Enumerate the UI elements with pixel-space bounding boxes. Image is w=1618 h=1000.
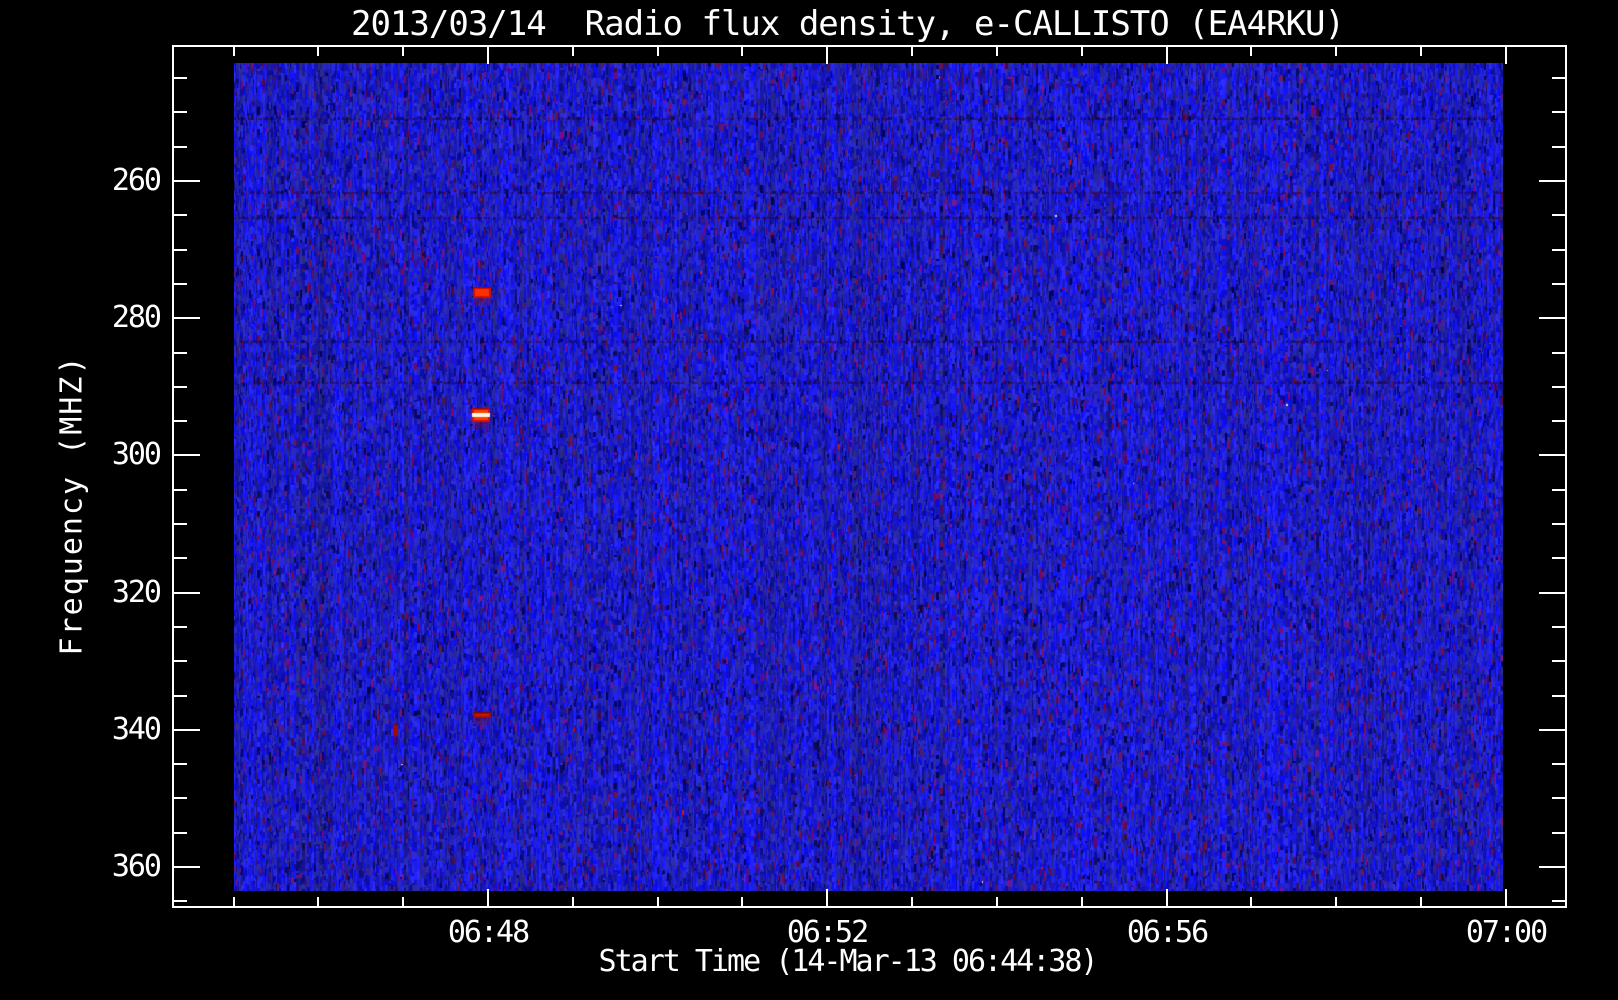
y-minor-tick xyxy=(1552,77,1565,79)
x-major-tick xyxy=(826,889,828,906)
x-major-tick xyxy=(487,889,489,906)
x-tick-label: 06:52 xyxy=(786,915,869,950)
y-major-tick xyxy=(1539,454,1565,456)
y-major-tick xyxy=(174,866,200,868)
y-major-tick xyxy=(174,180,200,182)
y-major-tick xyxy=(1539,592,1565,594)
x-major-tick xyxy=(826,47,828,64)
y-major-tick xyxy=(174,592,200,594)
y-minor-tick xyxy=(1552,420,1565,422)
x-tick-label: 07:00 xyxy=(1465,915,1548,950)
y-minor-tick xyxy=(174,797,187,799)
x-major-tick xyxy=(1505,47,1507,64)
y-tick-label: 280 xyxy=(111,300,162,335)
x-major-tick xyxy=(1505,889,1507,906)
chart-title: 2013/03/14 Radio flux density, e-CALLIST… xyxy=(351,4,1345,44)
y-minor-tick xyxy=(174,523,187,525)
x-minor-tick xyxy=(233,47,235,56)
y-major-tick xyxy=(174,454,200,456)
x-major-tick xyxy=(1166,889,1168,906)
y-minor-tick xyxy=(174,763,187,765)
x-minor-tick xyxy=(1250,47,1252,56)
plot-frame xyxy=(172,45,1567,908)
y-minor-tick xyxy=(1552,489,1565,491)
x-minor-tick xyxy=(572,897,574,906)
x-minor-tick xyxy=(657,47,659,56)
x-tick-label: 06:56 xyxy=(1126,915,1209,950)
x-minor-tick xyxy=(911,47,913,56)
y-minor-tick xyxy=(174,900,187,902)
y-minor-tick xyxy=(174,111,187,113)
y-tick-label: 360 xyxy=(111,849,162,884)
y-minor-tick xyxy=(174,214,187,216)
x-minor-tick xyxy=(402,47,404,56)
x-minor-tick xyxy=(1250,897,1252,906)
x-tick-label: 06:48 xyxy=(447,915,530,950)
y-minor-tick xyxy=(174,420,187,422)
y-minor-tick xyxy=(1552,214,1565,216)
y-minor-tick xyxy=(1552,249,1565,251)
x-minor-tick xyxy=(1335,897,1337,906)
y-minor-tick xyxy=(1552,832,1565,834)
x-minor-tick xyxy=(996,897,998,906)
y-minor-tick xyxy=(1552,111,1565,113)
y-minor-tick xyxy=(174,386,187,388)
y-minor-tick xyxy=(174,695,187,697)
x-minor-tick xyxy=(741,47,743,56)
y-tick-label: 320 xyxy=(111,575,162,610)
y-minor-tick xyxy=(174,283,187,285)
x-minor-tick xyxy=(1081,47,1083,56)
y-major-tick xyxy=(174,729,200,731)
x-minor-tick xyxy=(1420,897,1422,906)
y-minor-tick xyxy=(1552,523,1565,525)
y-major-tick xyxy=(1539,729,1565,731)
y-major-tick xyxy=(174,317,200,319)
y-minor-tick xyxy=(1552,660,1565,662)
x-minor-tick xyxy=(233,897,235,906)
y-minor-tick xyxy=(1552,146,1565,148)
x-major-tick xyxy=(487,47,489,64)
x-minor-tick xyxy=(317,897,319,906)
y-minor-tick xyxy=(174,249,187,251)
x-axis-title: Start Time (14-Mar-13 06:44:38) xyxy=(598,944,1099,979)
x-minor-tick xyxy=(1420,47,1422,56)
x-minor-tick xyxy=(657,897,659,906)
x-minor-tick xyxy=(572,47,574,56)
x-minor-tick xyxy=(911,897,913,906)
y-minor-tick xyxy=(174,626,187,628)
y-minor-tick xyxy=(1552,557,1565,559)
x-minor-tick xyxy=(402,897,404,906)
y-major-tick xyxy=(1539,317,1565,319)
x-minor-tick xyxy=(741,897,743,906)
y-minor-tick xyxy=(174,832,187,834)
x-minor-tick xyxy=(317,47,319,56)
y-tick-label: 340 xyxy=(111,712,162,747)
y-major-tick xyxy=(1539,866,1565,868)
y-minor-tick xyxy=(1552,797,1565,799)
x-minor-tick xyxy=(1335,47,1337,56)
x-minor-tick xyxy=(1081,897,1083,906)
y-minor-tick xyxy=(1552,386,1565,388)
y-minor-tick xyxy=(1552,900,1565,902)
x-minor-tick xyxy=(996,47,998,56)
spectrogram-heatmap xyxy=(234,63,1503,891)
y-minor-tick xyxy=(1552,283,1565,285)
y-minor-tick xyxy=(174,146,187,148)
y-tick-label: 300 xyxy=(111,437,162,472)
y-minor-tick xyxy=(174,489,187,491)
y-minor-tick xyxy=(174,557,187,559)
y-tick-label: 260 xyxy=(111,163,162,198)
y-minor-tick xyxy=(174,660,187,662)
y-minor-tick xyxy=(174,352,187,354)
y-minor-tick xyxy=(1552,763,1565,765)
y-minor-tick xyxy=(1552,626,1565,628)
y-minor-tick xyxy=(1552,695,1565,697)
x-major-tick xyxy=(1166,47,1168,64)
y-major-tick xyxy=(1539,180,1565,182)
y-minor-tick xyxy=(1552,352,1565,354)
y-minor-tick xyxy=(174,77,187,79)
